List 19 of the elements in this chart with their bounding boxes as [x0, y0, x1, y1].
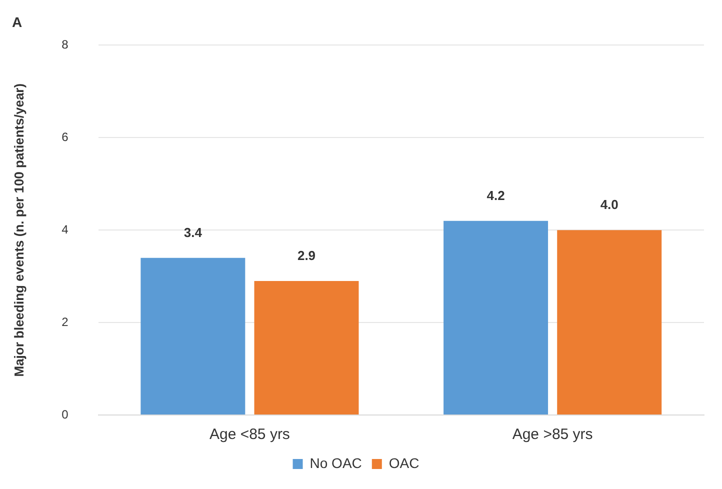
bar: [140, 258, 246, 414]
y-tick-label: 4: [62, 222, 69, 236]
bar: [444, 220, 548, 414]
bar: [254, 280, 359, 414]
data-label: 3.4: [184, 224, 203, 240]
bar: [557, 230, 662, 414]
x-tick-label: Age >85 yrs: [512, 426, 593, 444]
data-label: 4.2: [486, 188, 505, 203]
data-label: 2.9: [297, 248, 316, 264]
y-tick-label: 6: [62, 130, 69, 144]
data-label: 4.0: [600, 197, 618, 212]
y-tick-label: 0: [62, 407, 69, 422]
legend-label: OAC: [388, 454, 420, 471]
y-axis-title: Major bleeding events (n. per 100 patients/year): [11, 83, 26, 377]
y-tick-label: 8: [62, 38, 69, 52]
y-tick-label: 2: [62, 314, 69, 329]
x-tick-label: Age <85 yrs: [209, 426, 290, 444]
text: A: [12, 14, 22, 30]
legend-label: No OAC: [310, 454, 362, 471]
